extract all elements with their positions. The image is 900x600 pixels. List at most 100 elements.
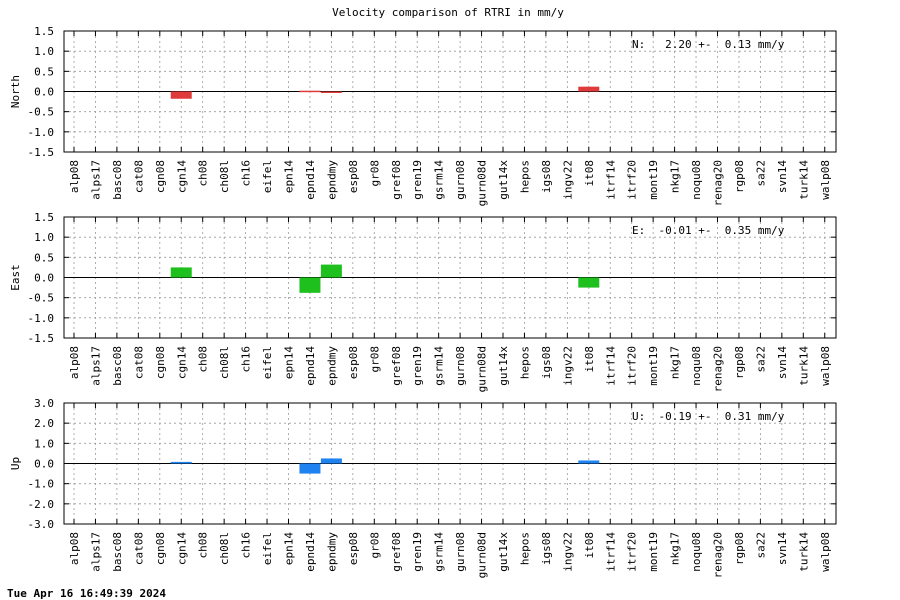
bar-epndmy — [320, 264, 342, 278]
x-tick-label: mont19 — [647, 346, 660, 386]
x-tick-label: alps17 — [89, 532, 102, 572]
panel-up: 3.0 2.0 1.0 0.0 -1.0 -2.0 -3.0 alp08 alps17 basc0… — [9, 397, 837, 578]
x-tick-label: it08 — [583, 160, 596, 187]
x-tick-label: ch08 — [197, 532, 210, 559]
x-tick-label: renag20 — [712, 346, 725, 392]
x-tick-label: mont19 — [647, 160, 660, 200]
x-tick-label: cgn08 — [154, 532, 167, 565]
x-tick-label: gurn08d — [476, 160, 489, 206]
x-tick-label: cat08 — [132, 532, 145, 565]
x-tick-label: alp08 — [68, 532, 81, 565]
y-tick-label: 0.0 — [34, 458, 54, 471]
x-tick-label: svn14 — [776, 346, 789, 379]
plot-border — [63, 216, 837, 339]
x-tick-label: sa22 — [754, 160, 767, 187]
x-tick-label: esp08 — [347, 160, 360, 193]
x-tick-label: eifel — [261, 160, 274, 193]
x-tick-label: gr08 — [368, 346, 381, 373]
x-tick-label: nkg17 — [669, 160, 682, 193]
y-tick-label: -1.0 — [28, 126, 55, 139]
x-tick-label: itrf14 — [604, 160, 617, 200]
x-tick-label: gurn08 — [454, 160, 467, 200]
x-tick-label: sa22 — [754, 532, 767, 559]
x-tick-label: epnd14 — [304, 160, 317, 200]
x-tick-label: walp08 — [819, 532, 832, 572]
x-tick-label: itrf20 — [626, 532, 639, 572]
x-tick-label: gref08 — [390, 346, 403, 386]
x-tick-label: basc08 — [111, 532, 124, 572]
x-tick-label: gsrm14 — [433, 532, 446, 572]
x-tick-label: svn14 — [776, 160, 789, 193]
y-axis-label: East — [9, 264, 22, 291]
x-tick-label: eifel — [261, 346, 274, 379]
y-tick-label: -0.5 — [28, 292, 55, 305]
y-tick-label: 2.0 — [34, 417, 54, 430]
x-tick-label: ch16 — [240, 346, 253, 373]
bar-it08 — [578, 460, 600, 464]
y-tick-label: -0.5 — [28, 106, 55, 119]
bar-cgn14 — [170, 91, 192, 99]
y-tick-label: 3.0 — [34, 397, 54, 410]
x-tick-label: ch08 — [197, 346, 210, 373]
x-tick-label: cat08 — [132, 346, 145, 379]
x-tick-label: walp08 — [819, 160, 832, 200]
bar-epndmy — [320, 91, 342, 93]
annotation: E: -0.01 +- 0.35 mm/y — [632, 224, 785, 237]
x-tick-label: cgn14 — [175, 346, 188, 379]
x-tick-label: epndmy — [325, 346, 338, 386]
x-tick-label: gut14x — [497, 346, 510, 386]
x-tick-label: ch08 — [197, 160, 210, 187]
x-tick-label: igs08 — [540, 346, 553, 379]
annotation: N: 2.20 +- 0.13 mm/y — [632, 38, 785, 51]
x-tick-label: noqu08 — [690, 346, 703, 386]
x-tick-label: esp08 — [347, 346, 360, 379]
y-tick-label: -1.5 — [28, 146, 55, 159]
x-tick-label: alp08 — [68, 346, 81, 379]
bar-epnd14 — [299, 463, 321, 474]
x-tick-label: cgn08 — [154, 160, 167, 193]
x-tick-label: gsrm14 — [433, 346, 446, 386]
x-tick-label: nkg17 — [669, 346, 682, 379]
x-tick-label: eifel — [261, 532, 274, 565]
x-tick-label: epn14 — [283, 160, 296, 193]
annotation: U: -0.19 +- 0.31 mm/y — [632, 410, 785, 423]
bar-cgn14 — [170, 461, 192, 464]
chart-title: Velocity comparison of RTRI in mm/y — [332, 6, 564, 19]
y-tick-label: 1.5 — [34, 211, 54, 224]
x-tick-label: epndmy — [325, 532, 338, 572]
bar-it08 — [578, 277, 600, 288]
x-tick-label: rgp08 — [733, 532, 746, 565]
y-tick-label: 1.0 — [34, 231, 54, 244]
x-tick-label: ingv22 — [561, 160, 574, 200]
y-tick-label: 0.0 — [34, 86, 54, 99]
y-tick-label: 0.5 — [34, 251, 54, 264]
bar-cgn14 — [170, 267, 192, 278]
x-tick-label: hepos — [518, 532, 531, 565]
x-tick-label: rgp08 — [733, 160, 746, 193]
x-tick-label: sa22 — [754, 346, 767, 373]
x-tick-label: gref08 — [390, 160, 403, 200]
x-tick-label: ch08l — [218, 532, 231, 565]
y-tick-label: 1.0 — [34, 45, 54, 58]
y-tick-label: 1.0 — [34, 437, 54, 450]
x-tick-label: noqu08 — [690, 532, 703, 572]
x-tick-label: gref08 — [390, 532, 403, 572]
bar-epnd14 — [299, 90, 321, 93]
y-tick-label: -2.0 — [28, 498, 55, 511]
x-tick-label: gut14x — [497, 532, 510, 572]
x-tick-label: gren19 — [411, 160, 424, 200]
x-tick-label: rgp08 — [733, 346, 746, 379]
x-tick-label: alp08 — [68, 160, 81, 193]
x-tick-label: itrf14 — [604, 532, 617, 572]
x-tick-label: igs08 — [540, 532, 553, 565]
x-tick-label: epndmy — [325, 160, 338, 200]
x-tick-label: walp08 — [819, 346, 832, 386]
x-tick-label: turk14 — [797, 160, 810, 200]
x-tick-label: gr08 — [368, 532, 381, 559]
x-tick-label: ch16 — [240, 532, 253, 559]
x-tick-label: gren19 — [411, 346, 424, 386]
panel-north: 1.5 1.0 0.5 0.0 -0.5 -1.0 -1.5 alp08 alps17 basc0… — [9, 25, 837, 206]
x-tick-label: cat08 — [132, 160, 145, 193]
x-tick-label: gsrm14 — [433, 160, 446, 200]
y-axis-label: Up — [9, 457, 22, 470]
